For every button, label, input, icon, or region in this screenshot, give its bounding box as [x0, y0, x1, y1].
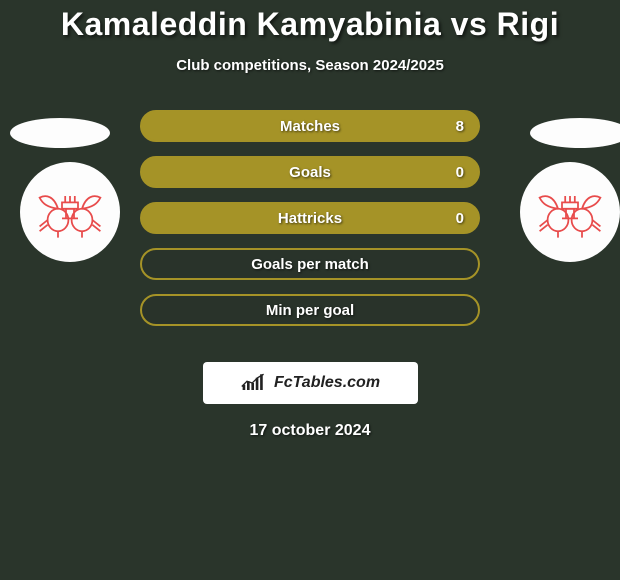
- stat-value-right: 0: [456, 164, 464, 181]
- player-avatar-right: [530, 118, 620, 148]
- club-crest-icon: [530, 177, 610, 247]
- stat-row-matches: Matches 8: [140, 110, 480, 142]
- bar-chart-icon: [240, 372, 268, 394]
- stat-row-goals-per-match: Goals per match: [140, 248, 480, 280]
- club-badge-left: [20, 162, 120, 262]
- player-avatar-left: [10, 118, 110, 148]
- footer-date: 17 october 2024: [0, 422, 620, 440]
- page-title: Kamaleddin Kamyabinia vs Rigi: [0, 0, 620, 43]
- stat-label: Min per goal: [142, 302, 478, 319]
- stat-label: Goals: [142, 164, 478, 181]
- club-badge-right: [520, 162, 620, 262]
- brand-badge[interactable]: FcTables.com: [203, 362, 418, 404]
- stat-row-min-per-goal: Min per goal: [140, 294, 480, 326]
- stats-list: Matches 8 Goals 0 Hattricks 0 Goals per …: [140, 110, 480, 340]
- stat-label: Hattricks: [142, 210, 478, 227]
- stat-label: Matches: [142, 118, 478, 135]
- stat-label: Goals per match: [142, 256, 478, 273]
- club-crest-icon: [30, 177, 110, 247]
- stat-value-right: 8: [456, 118, 464, 135]
- page-subtitle: Club competitions, Season 2024/2025: [0, 57, 620, 74]
- brand-label: FcTables.com: [274, 374, 380, 392]
- comparison-card: Kamaleddin Kamyabinia vs Rigi Club compe…: [0, 0, 620, 440]
- stat-row-goals: Goals 0: [140, 156, 480, 188]
- comparison-content: Matches 8 Goals 0 Hattricks 0 Goals per …: [0, 110, 620, 350]
- stat-row-hattricks: Hattricks 0: [140, 202, 480, 234]
- stat-value-right: 0: [456, 210, 464, 227]
